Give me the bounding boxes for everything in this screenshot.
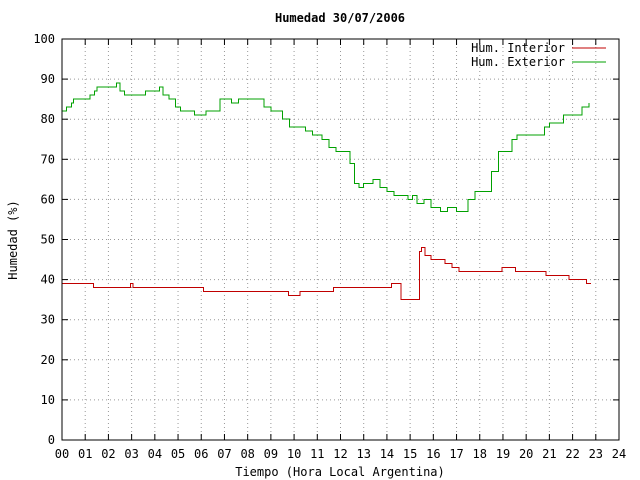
x-tick-label: 21 (542, 447, 556, 461)
x-tick-label: 14 (380, 447, 394, 461)
legend-label-interior: Hum. Interior (471, 41, 565, 55)
x-tick-label: 22 (565, 447, 579, 461)
y-tick-label: 90 (41, 72, 55, 86)
legend-label-exterior: Hum. Exterior (471, 55, 565, 69)
y-tick-label: 60 (41, 192, 55, 206)
x-tick-label: 24 (612, 447, 626, 461)
y-tick-label: 80 (41, 112, 55, 126)
x-tick-label: 05 (171, 447, 185, 461)
x-tick-label: 19 (496, 447, 510, 461)
x-tick-label: 06 (194, 447, 208, 461)
y-axis-label: Humedad (%) (6, 200, 20, 279)
x-tick-label: 04 (148, 447, 162, 461)
y-tick-label: 20 (41, 353, 55, 367)
grid (62, 39, 619, 440)
y-tick-label: 30 (41, 313, 55, 327)
x-tick-label: 10 (287, 447, 301, 461)
series-layer (62, 82, 592, 301)
y-tick-label: 40 (41, 273, 55, 287)
x-axis-label: Tiempo (Hora Local Argentina) (235, 465, 445, 479)
x-tick-label: 09 (264, 447, 278, 461)
x-tick-label: 07 (217, 447, 231, 461)
y-tick-label: 70 (41, 152, 55, 166)
x-tick-label: 15 (403, 447, 417, 461)
series-line-interior (62, 247, 592, 301)
x-tick-label: 16 (426, 447, 440, 461)
x-tick-label: 01 (78, 447, 92, 461)
x-tick-label: 17 (449, 447, 463, 461)
x-tick-label: 20 (519, 447, 533, 461)
axis-ticks (61, 38, 620, 441)
y-tick-label: 100 (33, 32, 55, 46)
y-tick-label: 10 (41, 393, 55, 407)
chart-title: Humedad 30/07/2006 (275, 11, 405, 25)
series-line-exterior (62, 82, 590, 212)
tick-labels: 0 10 20 30 40 50 60 70 80 90 100 00 01 02 03 04 05 06 07 08… (33, 32, 626, 461)
x-tick-label: 12 (333, 447, 347, 461)
x-tick-label: 13 (356, 447, 370, 461)
x-tick-label: 18 (473, 447, 487, 461)
x-tick-label: 00 (55, 447, 69, 461)
y-tick-label: 50 (41, 233, 55, 247)
x-tick-label: 23 (589, 447, 603, 461)
x-tick-label: 02 (101, 447, 115, 461)
x-tick-label: 03 (124, 447, 138, 461)
x-tick-label: 08 (240, 447, 254, 461)
y-tick-label: 0 (48, 433, 55, 447)
x-tick-label: 11 (310, 447, 324, 461)
legend: Hum. Interior Hum. Exterior (471, 41, 606, 69)
